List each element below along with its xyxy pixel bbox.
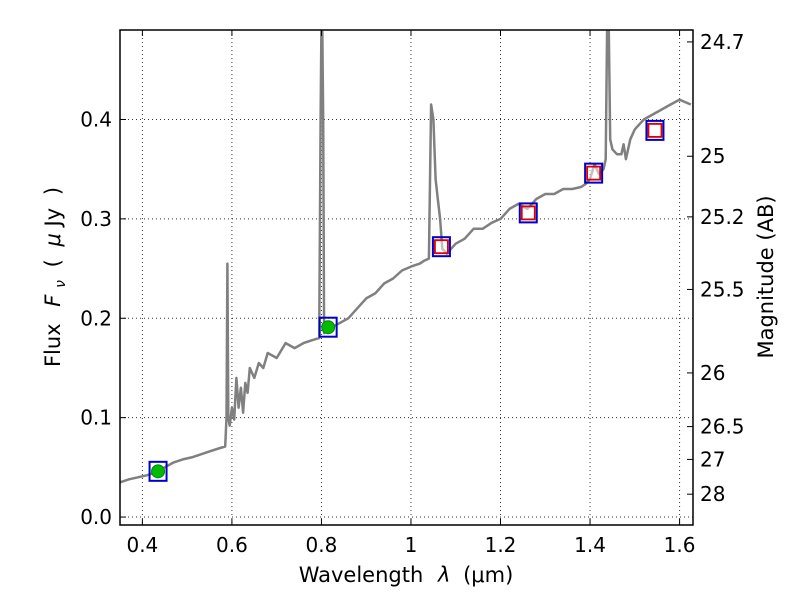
x-tick-label: 0.8: [306, 533, 338, 557]
model-point-square: [431, 236, 451, 258]
y-axis-title-prefix: Flux: [41, 323, 65, 367]
y-tick-label: 0.3: [80, 207, 112, 231]
spectrum-line: [120, 30, 692, 484]
model-point-square: [148, 460, 168, 482]
axis-ticks: 0.4 0.6 0.8 1 1.2 1.4 1.6 0.0 0.1 0.2 0.3 0.4 24.7 25…: [80, 30, 744, 557]
right-tick-label: 28: [700, 482, 725, 506]
right-tick-label: 27: [700, 447, 725, 471]
model-point-square: [584, 162, 604, 184]
model-point-square: [645, 119, 665, 141]
x-tick-label: 1.4: [574, 533, 606, 557]
x-axis-title-unit: (μm): [463, 563, 513, 587]
upper-limit-square: [586, 165, 602, 181]
x-axis-title: Wavelength λ (μm): [299, 563, 514, 587]
y-axis-title-close-paren: ): [41, 187, 65, 195]
y-axis-title: Flux F ν ( μ Jy ): [41, 187, 70, 367]
y-axis-title-mu: μ: [41, 233, 65, 247]
x-tick-label: 0.6: [216, 533, 248, 557]
x-tick-label: 0.4: [126, 533, 158, 557]
right-tick-label: 25.2: [700, 205, 745, 229]
right-tick-label: 24.7: [700, 30, 745, 54]
upper-limit-square: [434, 239, 449, 255]
series-layer: [120, 30, 692, 484]
y-axis-title-subscript: ν: [53, 280, 69, 288]
right-axis-title: Magnitude (AB): [754, 195, 778, 358]
y-axis-title-variable: F: [41, 294, 65, 307]
y-tick-label: 0.1: [80, 406, 112, 430]
x-tick-label: 1.6: [664, 533, 696, 557]
right-tick-label: 26.5: [700, 415, 745, 439]
y-axis-title-open-paren: (: [41, 259, 65, 267]
upper-limit-square: [647, 122, 663, 138]
plot-frame: [119, 29, 694, 526]
detection-dot: [151, 464, 166, 479]
right-tick-label: 25.5: [700, 277, 745, 301]
right-tick-label: 26: [700, 361, 725, 385]
y-axis-title-unit: Jy: [41, 208, 65, 229]
y-tick-label: 0.2: [80, 306, 112, 330]
detection-dot: [321, 320, 336, 335]
upper-limit-square: [520, 205, 536, 221]
right-tick-label: 25: [700, 144, 725, 168]
y-tick-label: 0.0: [80, 505, 112, 529]
x-tick-label: 1.2: [485, 533, 517, 557]
x-tick-label: 1: [405, 533, 418, 557]
model-point-square: [518, 202, 538, 224]
y-tick-label: 0.4: [80, 107, 112, 131]
x-axis-title-variable: λ: [437, 563, 450, 587]
grid: [120, 30, 693, 525]
model-point-square: [318, 316, 338, 338]
x-axis-title-prefix: Wavelength: [299, 563, 424, 587]
